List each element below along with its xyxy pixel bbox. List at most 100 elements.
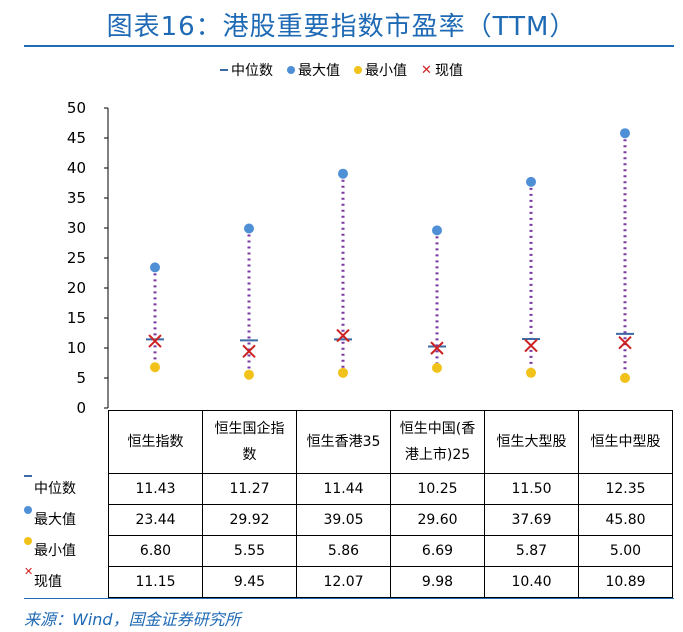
source-note: 来源：Wind，国金证券研究所 [24,610,241,629]
legend-label-max: 最大值 [298,63,341,79]
min-marker-icon [354,66,363,74]
max-marker [338,168,348,179]
table-cell: 11.44 [296,473,391,505]
max-marker [150,262,160,273]
max-marker [432,225,442,236]
table-cell: 10.25 [390,473,485,505]
y-tick-label: 10 [67,339,86,357]
category-label: 恒生香港35 [306,434,381,450]
category-label: 恒生中型股 [590,434,661,450]
max-marker [620,128,630,139]
current-marker-icon: ✕ [24,565,34,578]
min-marker [338,367,348,378]
category-label: 数 [242,447,257,463]
min-marker [150,362,160,373]
current-marker-icon: ✕ [421,62,432,78]
table-cell: 11.43 [108,473,203,505]
table-cell: 6.80 [108,535,203,567]
table-cell: 5.00 [578,535,673,567]
table-cell: 10.40 [484,566,579,598]
category-label: 恒生中国(香 [399,421,476,437]
table-cell: 9.98 [390,566,485,598]
current-marker [524,338,538,353]
legend-item-current: ✕ 现值 [421,60,463,80]
category-label: 恒生大型股 [496,434,567,450]
legend: 中位数 最大值 最小值 ✕ 现值 [0,60,683,80]
table-row-labels: 中位数 最大值 最小值 ✕ 现值 [24,472,108,596]
table-cell: 5.87 [484,535,579,567]
legend-label-median: 中位数 [231,63,274,79]
legend-label-current: 现值 [434,63,463,79]
y-tick-label: 35 [67,189,86,207]
min-marker-icon [24,537,32,545]
max-marker [244,223,254,234]
current-marker [336,328,350,343]
table-cell: 5.86 [296,535,391,567]
table-cell: 37.69 [484,504,579,536]
table-header-cell: 恒生国企指数 [202,410,297,474]
table-cell: 45.80 [578,504,673,536]
max-marker [526,176,536,187]
table-cell: 29.92 [202,504,297,536]
current-marker [618,335,632,350]
row-label-text: 中位数 [34,480,76,497]
bottom-rule [24,598,674,599]
table-cell: 11.50 [484,473,579,505]
category-label: 恒生指数 [127,434,184,450]
row-label-median: 中位数 [24,472,108,503]
table-cell: 9.45 [202,566,297,598]
y-tick-label: 25 [67,249,86,267]
row-label-text: 最小值 [34,542,76,559]
y-tick-label: 20 [67,279,86,297]
y-tick-label: 0 [76,399,86,417]
median-marker-icon [24,475,32,477]
current-marker [242,344,256,359]
data-table: 恒生指数 恒生国企指数 恒生香港35 恒生中国(香 港上市)25 恒生大型股 恒生… [108,410,673,598]
legend-item-median: 中位数 [220,60,273,80]
min-marker [432,362,442,373]
row-label-text: 最大值 [34,511,76,528]
current-marker [148,334,162,348]
table-header-cell: 恒生香港35 [296,410,391,474]
table-header-row: 恒生指数 恒生国企指数 恒生香港35 恒生中国(香 港上市)25 恒生大型股 恒生… [108,410,673,474]
table-cell: 11.15 [108,566,203,598]
row-label-max: 最大值 [24,503,108,534]
table-header-cell: 恒生指数 [108,410,203,474]
table-cell: 6.69 [390,535,485,567]
min-marker [244,369,254,380]
y-tick-label: 45 [67,129,86,147]
y-tick-label: 30 [67,219,86,237]
table-cell: 11.27 [202,473,297,505]
max-marker-icon [24,506,32,514]
y-tick-label: 50 [67,99,86,117]
category-label: 恒生国企指 [214,421,285,437]
row-label-text: 现值 [34,573,62,590]
table-cell: 39.05 [296,504,391,536]
table-cell: 29.60 [390,504,485,536]
table-row-min: 6.80 5.55 5.86 6.69 5.87 5.00 [108,535,673,567]
current-marker [430,341,444,355]
chart-title: 图表16：港股重要指数市盈率（TTM） [106,12,577,42]
min-marker [620,373,630,383]
min-marker [526,367,536,378]
table-row-max: 23.44 29.92 39.05 29.60 37.69 45.80 [108,504,673,536]
row-label-current: ✕ 现值 [24,565,108,596]
legend-item-min: 最小值 [354,60,407,80]
table-row-median: 11.43 11.27 11.44 10.25 11.50 12.35 [108,473,673,505]
table-cell: 12.35 [578,473,673,505]
y-tick-label: 40 [67,159,86,177]
max-marker-icon [287,66,296,74]
table-header-cell: 恒生大型股 [484,410,579,474]
y-tick-label: 15 [67,309,86,327]
table-cell: 12.07 [296,566,391,598]
row-label-min: 最小值 [24,534,108,565]
table-header-cell: 恒生中国(香 港上市)25 [390,410,485,474]
legend-label-min: 最小值 [365,63,408,79]
category-label: 港上市)25 [404,447,471,463]
table-header-cell: 恒生中型股 [578,410,673,474]
y-tick-label: 5 [76,369,86,387]
table-cell: 23.44 [108,504,203,536]
legend-item-max: 最大值 [287,60,340,80]
table-cell: 5.55 [202,535,297,567]
